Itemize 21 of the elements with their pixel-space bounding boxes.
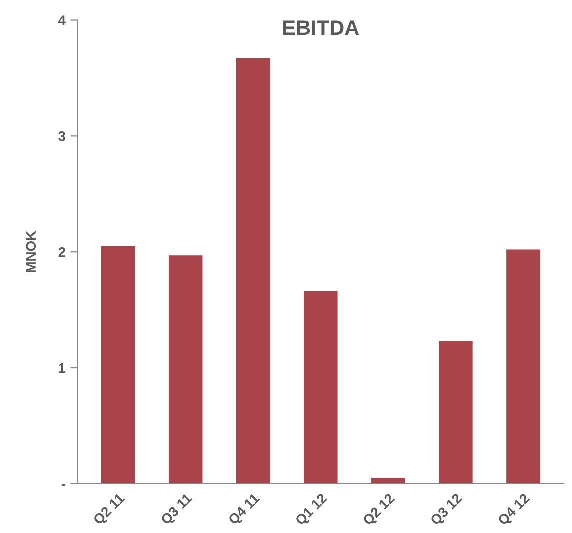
y-axis-title: MNOK xyxy=(26,231,36,272)
x-tick-label: Q4 11 xyxy=(228,492,262,528)
y-tick-label: 3 xyxy=(58,132,66,142)
chart-title: EBITDA xyxy=(284,20,360,36)
y-tick-label: 4 xyxy=(58,16,66,26)
y-tick-label: - xyxy=(62,484,66,486)
x-tick-label: Q4 12 xyxy=(497,492,532,528)
x-tick-label: Q3 12 xyxy=(430,492,465,528)
bar xyxy=(101,246,136,484)
x-tick-label: Q1 12 xyxy=(294,492,330,528)
x-tick-label: Q2 12 xyxy=(362,492,398,528)
x-tick-label: Q3 11 xyxy=(160,492,195,528)
bar xyxy=(506,250,540,484)
y-tick-label: 1 xyxy=(59,364,66,374)
bar xyxy=(372,478,406,484)
bar xyxy=(304,292,338,484)
y-tick-label: 2 xyxy=(58,247,66,258)
bar xyxy=(236,58,270,484)
bar xyxy=(168,256,203,484)
bar xyxy=(439,341,473,484)
x-tick-label: Q2 11 xyxy=(92,492,128,528)
